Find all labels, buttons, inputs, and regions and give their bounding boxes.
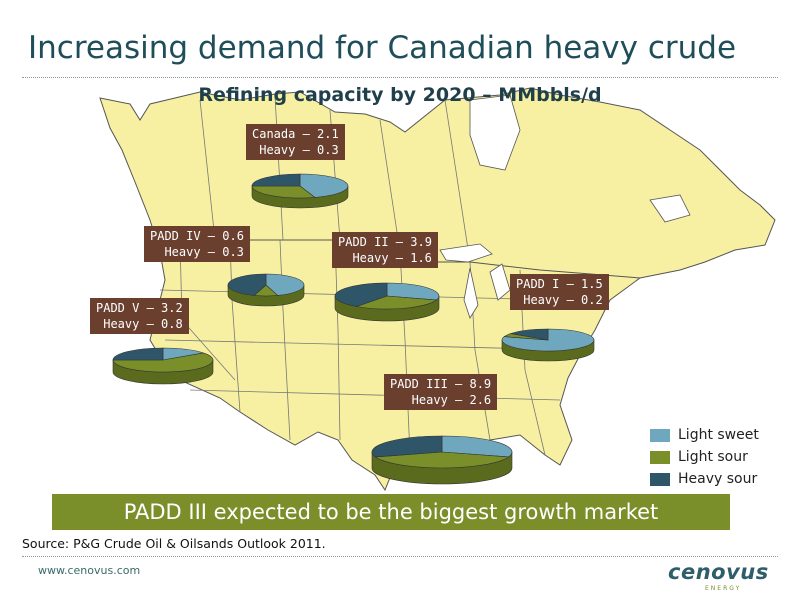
label-padd-iii-heavy: Heavy – 2.6 xyxy=(411,393,492,407)
pie-charts xyxy=(112,173,595,485)
pie-canada-slice-light-sweet xyxy=(299,173,349,198)
pie-padd-v-slice-light-sour xyxy=(112,352,214,373)
legend-item-light-sweet: Light sweet xyxy=(650,424,759,446)
legend-item-light-sour: Light sour xyxy=(650,446,759,468)
pie-padd-ii xyxy=(334,282,440,322)
pie-canada-slice-heavy-sour xyxy=(251,173,301,187)
pie-padd-iv xyxy=(227,273,305,307)
legend-swatch-light-sweet xyxy=(650,428,670,442)
pie-padd-iii-slice-heavy-sour xyxy=(371,435,443,458)
label-padd-i: PADD I – 1.5 Heavy – 0.2 xyxy=(510,274,609,310)
label-padd-iii-total: PADD III – 8.9 xyxy=(390,377,492,391)
cenovus-logo: cenovus xyxy=(668,560,769,584)
label-padd-v-total: PADD V – 3.2 xyxy=(96,301,183,315)
website-link[interactable]: www.cenovus.com xyxy=(38,564,141,577)
pie-padd-ii-slice-light-sour xyxy=(355,295,438,310)
label-padd-iii: PADD III – 8.9 Heavy – 2.6 xyxy=(384,374,498,410)
legend-swatch-heavy-sour xyxy=(650,472,670,486)
label-canada-total: Canada – 2.1 xyxy=(252,127,339,141)
label-canada: Canada – 2.1 Heavy – 0.3 xyxy=(246,124,345,160)
label-padd-ii-total: PADD II – 3.9 xyxy=(338,235,432,249)
cenovus-logo-subtext: ENERGY xyxy=(705,585,742,592)
pie-padd-v xyxy=(112,347,214,385)
chart-title: Refining capacity by 2020 – MMbbls/d xyxy=(198,84,602,106)
legend-label-heavy-sour: Heavy sour xyxy=(678,471,758,487)
label-padd-iv: PADD IV – 0.6 Heavy – 0.3 xyxy=(144,226,250,262)
label-padd-iv-total: PADD IV – 0.6 xyxy=(150,229,244,243)
pie-canada-slice-light-sour xyxy=(251,185,316,199)
label-canada-heavy: Heavy – 0.3 xyxy=(259,143,339,157)
pie-canada xyxy=(251,173,349,209)
legend-item-heavy-sour: Heavy sour xyxy=(650,468,759,490)
pie-padd-ii-slice-light-sweet xyxy=(386,282,440,301)
page-title: Increasing demand for Canadian heavy cru… xyxy=(28,30,737,66)
pie-padd-v-slice-heavy-sour xyxy=(112,347,164,361)
pie-padd-iv-slice-light-sweet xyxy=(265,273,305,296)
pie-padd-i-slice-heavy-sour xyxy=(510,328,549,341)
border-line xyxy=(150,239,641,279)
pie-padd-iii xyxy=(371,435,513,485)
legend-swatch-light-sour xyxy=(650,450,670,464)
gulf-st-lawrence xyxy=(649,194,691,223)
label-padd-i-total: PADD I – 1.5 xyxy=(516,277,603,291)
label-padd-ii-heavy: Heavy – 1.6 xyxy=(352,251,432,265)
label-padd-v-heavy: Heavy – 0.8 xyxy=(103,317,183,331)
label-padd-iv-heavy: Heavy – 0.3 xyxy=(164,245,244,259)
pie-padd-i xyxy=(501,328,595,362)
footer-rule xyxy=(22,556,778,557)
pie-padd-iii-slice-light-sweet xyxy=(441,435,513,458)
source-note: Source: P&G Crude Oil & Oilsands Outlook… xyxy=(22,536,326,551)
legend-label-light-sour: Light sour xyxy=(678,449,748,465)
label-padd-ii: PADD II – 3.9 Heavy – 1.6 xyxy=(332,232,438,268)
title-rule xyxy=(22,77,778,78)
label-padd-i-heavy: Heavy – 0.2 xyxy=(523,293,603,307)
pie-padd-iii-slice-light-sour xyxy=(374,451,510,469)
pie-padd-iv-slice-heavy-sour xyxy=(227,273,267,296)
legend: Light sweet Light sour Heavy sour xyxy=(650,424,759,490)
hudson-bay xyxy=(469,94,521,171)
growth-banner: PADD III expected to be the biggest grow… xyxy=(52,494,730,530)
pie-padd-ii-slice-heavy-sour xyxy=(334,282,388,307)
label-padd-v: PADD V – 3.2 Heavy – 0.8 xyxy=(90,298,189,334)
legend-label-light-sweet: Light sweet xyxy=(678,427,759,443)
